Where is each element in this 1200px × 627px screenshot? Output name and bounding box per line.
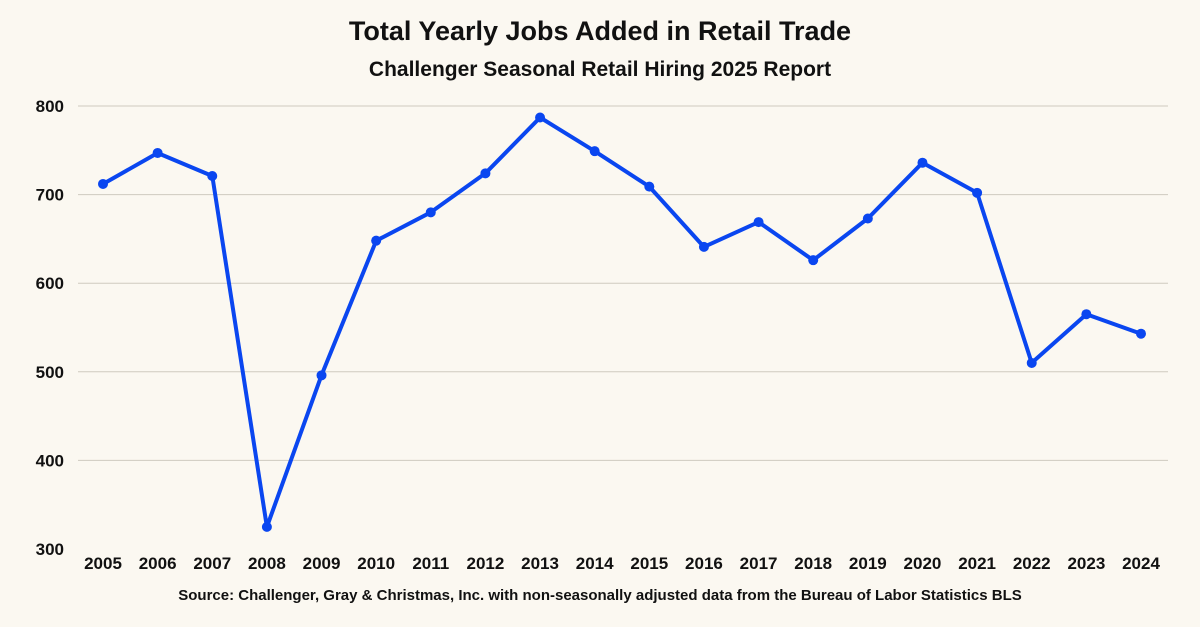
data-point-2013 xyxy=(535,112,546,123)
x-tick-label: 2006 xyxy=(139,554,177,573)
data-point-2017 xyxy=(753,217,764,228)
data-point-2023 xyxy=(1081,309,1092,320)
data-point-2016 xyxy=(698,241,709,252)
series-layer xyxy=(98,112,1146,532)
series-line xyxy=(101,115,1143,529)
x-axis-ticks: 2005 2006 2007 2008 2009 2010 2011 2012 2013 2014… xyxy=(84,554,1160,573)
data-point-2020 xyxy=(917,157,928,168)
x-tick-label: 2011 xyxy=(412,554,449,573)
x-tick-label: 2016 xyxy=(685,554,723,573)
y-tick-label: 800 xyxy=(36,97,64,116)
data-point-2008 xyxy=(261,521,272,532)
source-note: Source: Challenger, Gray & Christmas, In… xyxy=(178,587,1022,604)
x-tick-label: 2023 xyxy=(1067,554,1105,573)
x-tick-label: 2014 xyxy=(576,554,614,573)
x-tick-label: 2007 xyxy=(193,554,231,573)
gridlines xyxy=(78,105,1168,461)
x-tick-label: 2018 xyxy=(794,554,832,573)
y-tick-label: 700 xyxy=(36,186,64,205)
data-point-2021 xyxy=(972,187,983,198)
x-tick-label: 2022 xyxy=(1013,554,1051,573)
data-point-2018 xyxy=(808,255,819,266)
x-tick-label: 2005 xyxy=(84,554,122,573)
x-tick-label: 2012 xyxy=(467,554,505,573)
data-point-2024 xyxy=(1136,328,1146,339)
data-point-2009 xyxy=(316,370,327,381)
x-tick-label: 2008 xyxy=(248,554,286,573)
x-tick-label: 2013 xyxy=(521,554,559,573)
x-tick-label: 2019 xyxy=(849,554,887,573)
data-point-2011 xyxy=(425,207,436,218)
x-tick-label: 2017 xyxy=(740,554,778,573)
x-tick-label: 2021 xyxy=(958,554,996,573)
x-tick-label: 2010 xyxy=(357,554,395,573)
y-tick-label: 400 xyxy=(36,451,64,470)
y-tick-label: 500 xyxy=(36,363,64,382)
y-tick-label: 300 xyxy=(36,540,64,559)
data-point-2015 xyxy=(644,181,655,192)
data-point-2010 xyxy=(371,235,382,246)
x-tick-label: 2024 xyxy=(1122,554,1160,573)
data-point-2005 xyxy=(98,178,108,189)
chart-title: Total Yearly Jobs Added in Retail Trade xyxy=(348,16,852,46)
chart-subtitle: Challenger Seasonal Retail Hiring 2025 R… xyxy=(368,58,832,81)
y-axis-ticks: 300 400 500 600 700 800 xyxy=(36,97,64,559)
data-point-2012 xyxy=(480,168,491,179)
data-point-2022 xyxy=(1026,357,1037,368)
data-point-2007 xyxy=(207,170,218,181)
y-tick-label: 600 xyxy=(36,274,64,293)
data-point-2014 xyxy=(589,146,600,157)
data-point-2019 xyxy=(862,213,873,224)
x-tick-label: 2020 xyxy=(904,554,942,573)
x-tick-label: 2009 xyxy=(303,554,341,573)
x-tick-label: 2015 xyxy=(630,554,668,573)
data-point-2006 xyxy=(152,147,163,158)
